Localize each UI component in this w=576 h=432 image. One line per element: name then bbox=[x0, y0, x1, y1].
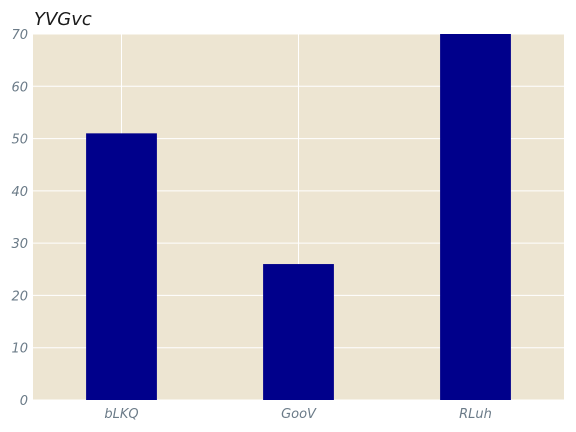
x-tick-label-0: bLKQ bbox=[104, 407, 138, 422]
bar-GooV bbox=[263, 264, 334, 400]
y-tick-label-5: 50 bbox=[11, 133, 28, 148]
x-tick-label-1: GooV bbox=[281, 407, 317, 422]
y-tick-label-0: 0 bbox=[20, 394, 28, 409]
y-tick-label-6: 60 bbox=[11, 80, 28, 95]
y-tick-label-7: 70 bbox=[11, 28, 28, 43]
bar-RLuh bbox=[440, 34, 511, 400]
y-axis-ticks: 0 10 20 30 40 50 60 70 bbox=[11, 28, 28, 409]
y-tick-label-3: 30 bbox=[11, 237, 28, 252]
y-tick-label-2: 20 bbox=[11, 289, 28, 304]
x-axis-ticks: bLKQ GooV RLuh bbox=[104, 407, 492, 422]
y-tick-label-4: 40 bbox=[11, 185, 28, 200]
chart-title: YVGvc bbox=[34, 9, 92, 30]
x-tick-label-2: RLuh bbox=[459, 407, 492, 422]
y-tick-label-1: 10 bbox=[11, 342, 28, 357]
bars bbox=[86, 34, 511, 401]
bar-bLKQ bbox=[86, 133, 157, 401]
